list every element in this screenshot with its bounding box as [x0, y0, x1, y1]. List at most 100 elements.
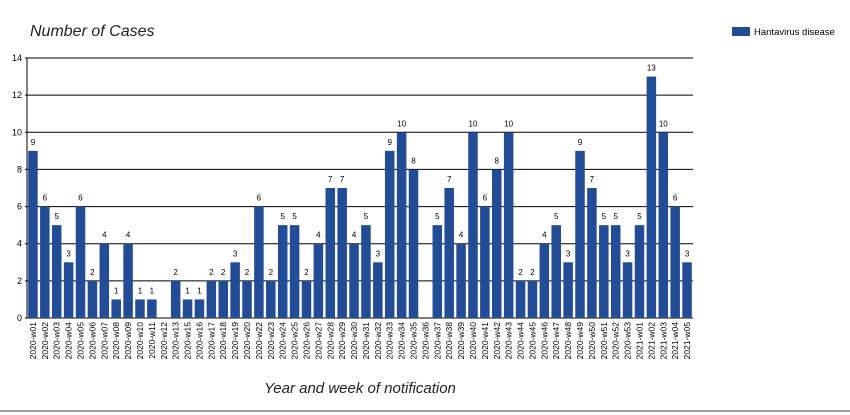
- y-tick-label: 14: [12, 53, 22, 63]
- x-tick-label: 2020-w19: [230, 322, 240, 360]
- x-tick-label: 2021-w04: [670, 322, 680, 360]
- x-tick-label: 2020-w47: [551, 322, 561, 360]
- value-label: 5: [613, 212, 618, 221]
- bar: [503, 132, 514, 318]
- y-tick-label: 10: [12, 127, 22, 137]
- x-tick-label: 2020-w32: [373, 322, 383, 360]
- y-tick-label: 12: [12, 90, 22, 100]
- x-tick-label: 2020-w26: [301, 322, 311, 360]
- bar: [147, 299, 157, 318]
- value-label: 3: [376, 249, 381, 258]
- x-tick-label: 2020-w23: [266, 322, 276, 360]
- x-tick-label: 2020-w35: [409, 322, 419, 360]
- value-label: 5: [602, 212, 607, 221]
- value-label: 2: [269, 268, 274, 277]
- value-label: 8: [495, 156, 500, 165]
- x-tick-label: 2020-w15: [183, 322, 193, 360]
- value-label: 2: [173, 268, 178, 277]
- value-label: 5: [280, 212, 285, 221]
- bar: [28, 150, 38, 318]
- bar: [468, 132, 478, 318]
- x-tick-label: 2020-w46: [539, 322, 549, 360]
- bar: [182, 299, 193, 318]
- x-tick-label: 2020-w39: [456, 322, 466, 360]
- value-label: 2: [245, 268, 250, 277]
- bar: [456, 243, 466, 318]
- bar: [206, 280, 217, 318]
- bar: [551, 225, 561, 318]
- x-tick-label: 2020-w40: [468, 322, 478, 360]
- x-tick-label: 2020-w37: [432, 322, 442, 360]
- value-label: 4: [316, 231, 321, 240]
- bar: [75, 206, 86, 318]
- value-label: 2: [221, 268, 226, 277]
- value-label: 9: [388, 138, 393, 147]
- x-tick-label: 2020-w50: [587, 322, 597, 360]
- y-tick-label: 2: [17, 276, 22, 286]
- x-tick-label: 2020-w03: [52, 322, 62, 360]
- x-tick-label: 2020-w53: [623, 322, 633, 360]
- value-label: 1: [150, 286, 155, 295]
- value-label: 4: [126, 231, 131, 240]
- value-label: 6: [43, 194, 48, 203]
- bar: [563, 262, 573, 318]
- value-label: 4: [352, 231, 357, 240]
- x-tick-label: 2020-w24: [278, 322, 288, 360]
- x-axis-label: Year and week of notification: [264, 380, 456, 397]
- x-tick-label: 2020-w01: [28, 322, 38, 360]
- bar: [492, 169, 502, 318]
- bar: [432, 225, 443, 318]
- x-tick-label: 2020-w06: [87, 322, 97, 360]
- x-tick-label: 2020-w07: [99, 322, 109, 360]
- x-tick-label: 2020-w28: [325, 322, 335, 360]
- value-label: 1: [138, 286, 143, 295]
- bar: [301, 280, 312, 318]
- value-label: 7: [590, 175, 595, 184]
- y-tick-label: 0: [17, 313, 22, 323]
- bar: [515, 280, 526, 318]
- value-label: 9: [31, 138, 36, 147]
- bar: [658, 132, 669, 318]
- x-tick-label: 2020-w31: [361, 322, 371, 360]
- y-tick-label: 8: [17, 164, 22, 174]
- x-tick-label: 2020-w41: [480, 322, 490, 360]
- bar: [99, 243, 110, 318]
- value-label: 3: [625, 249, 630, 258]
- value-label: 8: [411, 156, 416, 165]
- value-label: 10: [469, 119, 478, 128]
- bar: [622, 262, 633, 318]
- x-tick-label: 2020-w16: [194, 322, 204, 360]
- x-tick-label: 2021-w05: [682, 322, 692, 360]
- bar: [539, 243, 550, 318]
- bar: [289, 225, 300, 318]
- value-label: 5: [435, 212, 440, 221]
- x-tick-label: 2020-w38: [444, 322, 454, 360]
- x-tick-label: 2020-w29: [337, 322, 347, 360]
- bar: [218, 280, 228, 318]
- value-label: 4: [102, 231, 107, 240]
- bar: [40, 206, 50, 318]
- bar: [135, 299, 145, 318]
- bar: [527, 280, 538, 318]
- x-tick-label: 2020-w42: [492, 322, 502, 360]
- bar: [384, 150, 395, 318]
- x-tick-label: 2020-w48: [563, 322, 573, 360]
- bar: [337, 188, 347, 318]
- bar: [373, 262, 383, 318]
- x-tick-label: 2020-w18: [218, 322, 228, 360]
- x-tick-label: 2020-w33: [385, 322, 395, 360]
- bar: [361, 225, 371, 318]
- x-tick-label: 2021-w03: [658, 322, 668, 360]
- value-label: 3: [66, 249, 71, 258]
- chart-title: Number of Cases: [30, 23, 155, 40]
- x-tick-label: 2020-w30: [349, 322, 359, 360]
- x-tick-label: 2020-w22: [254, 322, 264, 360]
- x-tick-label: 2020-w12: [159, 322, 169, 360]
- bar: [610, 225, 621, 318]
- value-label: 10: [397, 119, 406, 128]
- value-label: 10: [659, 119, 668, 128]
- value-label: 2: [209, 268, 214, 277]
- bar: [313, 243, 324, 318]
- x-tick-label: 2020-w27: [313, 322, 323, 360]
